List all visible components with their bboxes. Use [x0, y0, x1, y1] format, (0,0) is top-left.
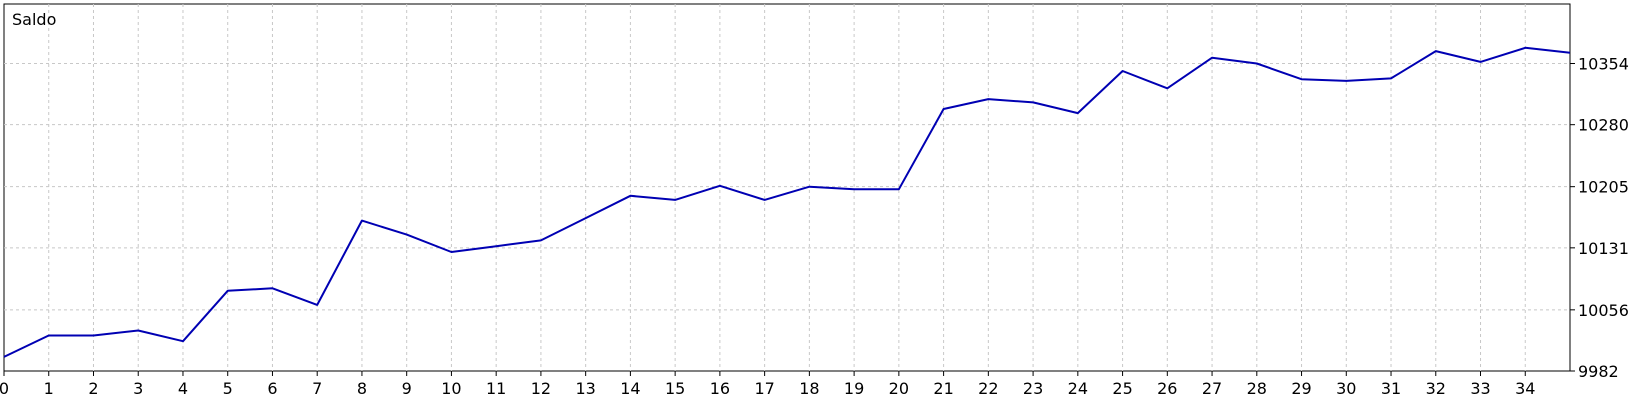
- x-tick-label: 4: [178, 379, 188, 398]
- x-tick-label: 9: [402, 379, 412, 398]
- y-tick-label: 10131: [1578, 239, 1629, 258]
- x-tick-label: 19: [844, 379, 864, 398]
- x-tick-label: 32: [1426, 379, 1446, 398]
- x-tick-label: 0: [0, 379, 9, 398]
- x-tick-label: 10: [441, 379, 461, 398]
- x-tick-label: 34: [1515, 379, 1535, 398]
- x-tick-label: 33: [1470, 379, 1490, 398]
- x-tick-label: 27: [1202, 379, 1222, 398]
- y-tick-label: 10205: [1578, 178, 1629, 197]
- x-tick-label: 20: [889, 379, 909, 398]
- x-tick-label: 6: [267, 379, 277, 398]
- x-tick-label: 15: [665, 379, 685, 398]
- saldo-series-line: [3, 46, 1571, 358]
- y-tick-label: 10056: [1578, 301, 1629, 320]
- x-tick-label: 5: [223, 379, 233, 398]
- x-tick-label: 11: [486, 379, 506, 398]
- x-tick-label: 14: [620, 379, 640, 398]
- x-axis-tick-labels: 0 1 2 3 4 5 6 7 8 9 10 11 12 13 14 15 16 17 18 19 20 21 22 23 24…: [0, 379, 1535, 398]
- x-tick-label: 17: [754, 379, 774, 398]
- x-tick-label: 2: [88, 379, 98, 398]
- x-tick-label: 23: [1023, 379, 1043, 398]
- chart-title: Saldo: [12, 10, 56, 29]
- x-tick-label: 3: [133, 379, 143, 398]
- y-axis-tick-labels: 9982 10056 10131 10205 10280 10354: [1578, 55, 1629, 381]
- x-tick-label: 25: [1112, 379, 1132, 398]
- series-layer: [3, 46, 1571, 358]
- x-tick-label: 7: [312, 379, 322, 398]
- x-tick-label: 24: [1068, 379, 1088, 398]
- x-tick-label: 1: [44, 379, 54, 398]
- x-tick-label: 30: [1336, 379, 1356, 398]
- x-tick-label: 26: [1157, 379, 1177, 398]
- x-tick-label: 22: [978, 379, 998, 398]
- y-tick-label: 10354: [1578, 55, 1629, 74]
- x-tick-label: 18: [799, 379, 819, 398]
- y-tick-label: 10280: [1578, 116, 1629, 135]
- axis-ticks: [3, 63, 1575, 376]
- grid-lines: [4, 4, 1570, 371]
- x-tick-label: 21: [933, 379, 953, 398]
- x-tick-label: 28: [1247, 379, 1267, 398]
- x-tick-label: 31: [1381, 379, 1401, 398]
- x-tick-label: 16: [710, 379, 730, 398]
- x-tick-label: 12: [531, 379, 551, 398]
- x-tick-label: 13: [575, 379, 595, 398]
- x-tick-label: 8: [357, 379, 367, 398]
- plot-area-border: [3, 3, 1571, 372]
- y-tick-label: 9982: [1578, 362, 1619, 381]
- x-tick-label: 29: [1291, 379, 1311, 398]
